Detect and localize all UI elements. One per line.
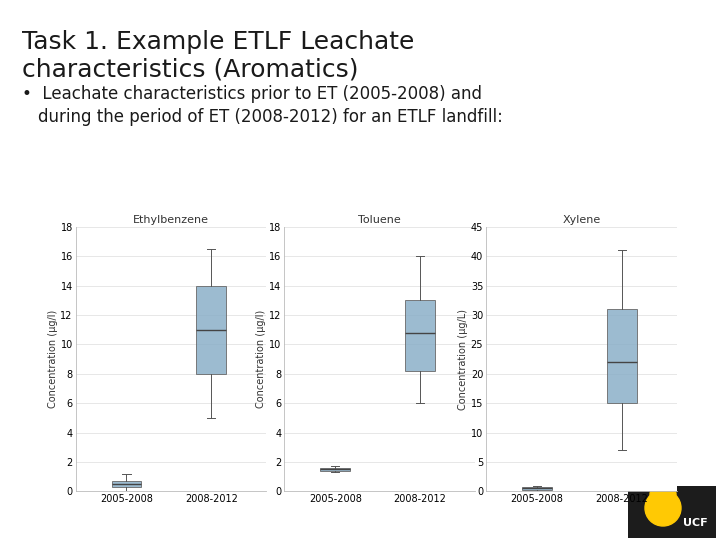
PathPatch shape — [197, 286, 226, 374]
Y-axis label: Concentration (μg/L): Concentration (μg/L) — [458, 308, 468, 410]
Y-axis label: Concentration (μg/l): Concentration (μg/l) — [48, 310, 58, 408]
Text: UCF: UCF — [683, 518, 707, 528]
Title: Toluene: Toluene — [359, 214, 401, 225]
Y-axis label: Concentration (μg/l): Concentration (μg/l) — [256, 310, 266, 408]
Title: Xylene: Xylene — [562, 214, 600, 225]
PathPatch shape — [112, 481, 141, 487]
Circle shape — [645, 490, 681, 526]
FancyBboxPatch shape — [628, 486, 716, 538]
PathPatch shape — [320, 468, 350, 471]
Text: during the period of ET (2008-2012) for an ETLF landfill:: during the period of ET (2008-2012) for … — [38, 108, 503, 126]
Text: Task 1. Example ETLF Leachate: Task 1. Example ETLF Leachate — [22, 30, 415, 54]
PathPatch shape — [607, 309, 636, 403]
PathPatch shape — [522, 487, 552, 490]
Circle shape — [650, 489, 660, 499]
Title: Ethylbenzene: Ethylbenzene — [133, 214, 209, 225]
Text: •  Leachate characteristics prior to ET (2005-2008) and: • Leachate characteristics prior to ET (… — [22, 85, 482, 103]
Circle shape — [658, 486, 668, 496]
Circle shape — [666, 489, 676, 499]
PathPatch shape — [405, 300, 435, 371]
Text: characteristics (Aromatics): characteristics (Aromatics) — [22, 58, 359, 82]
